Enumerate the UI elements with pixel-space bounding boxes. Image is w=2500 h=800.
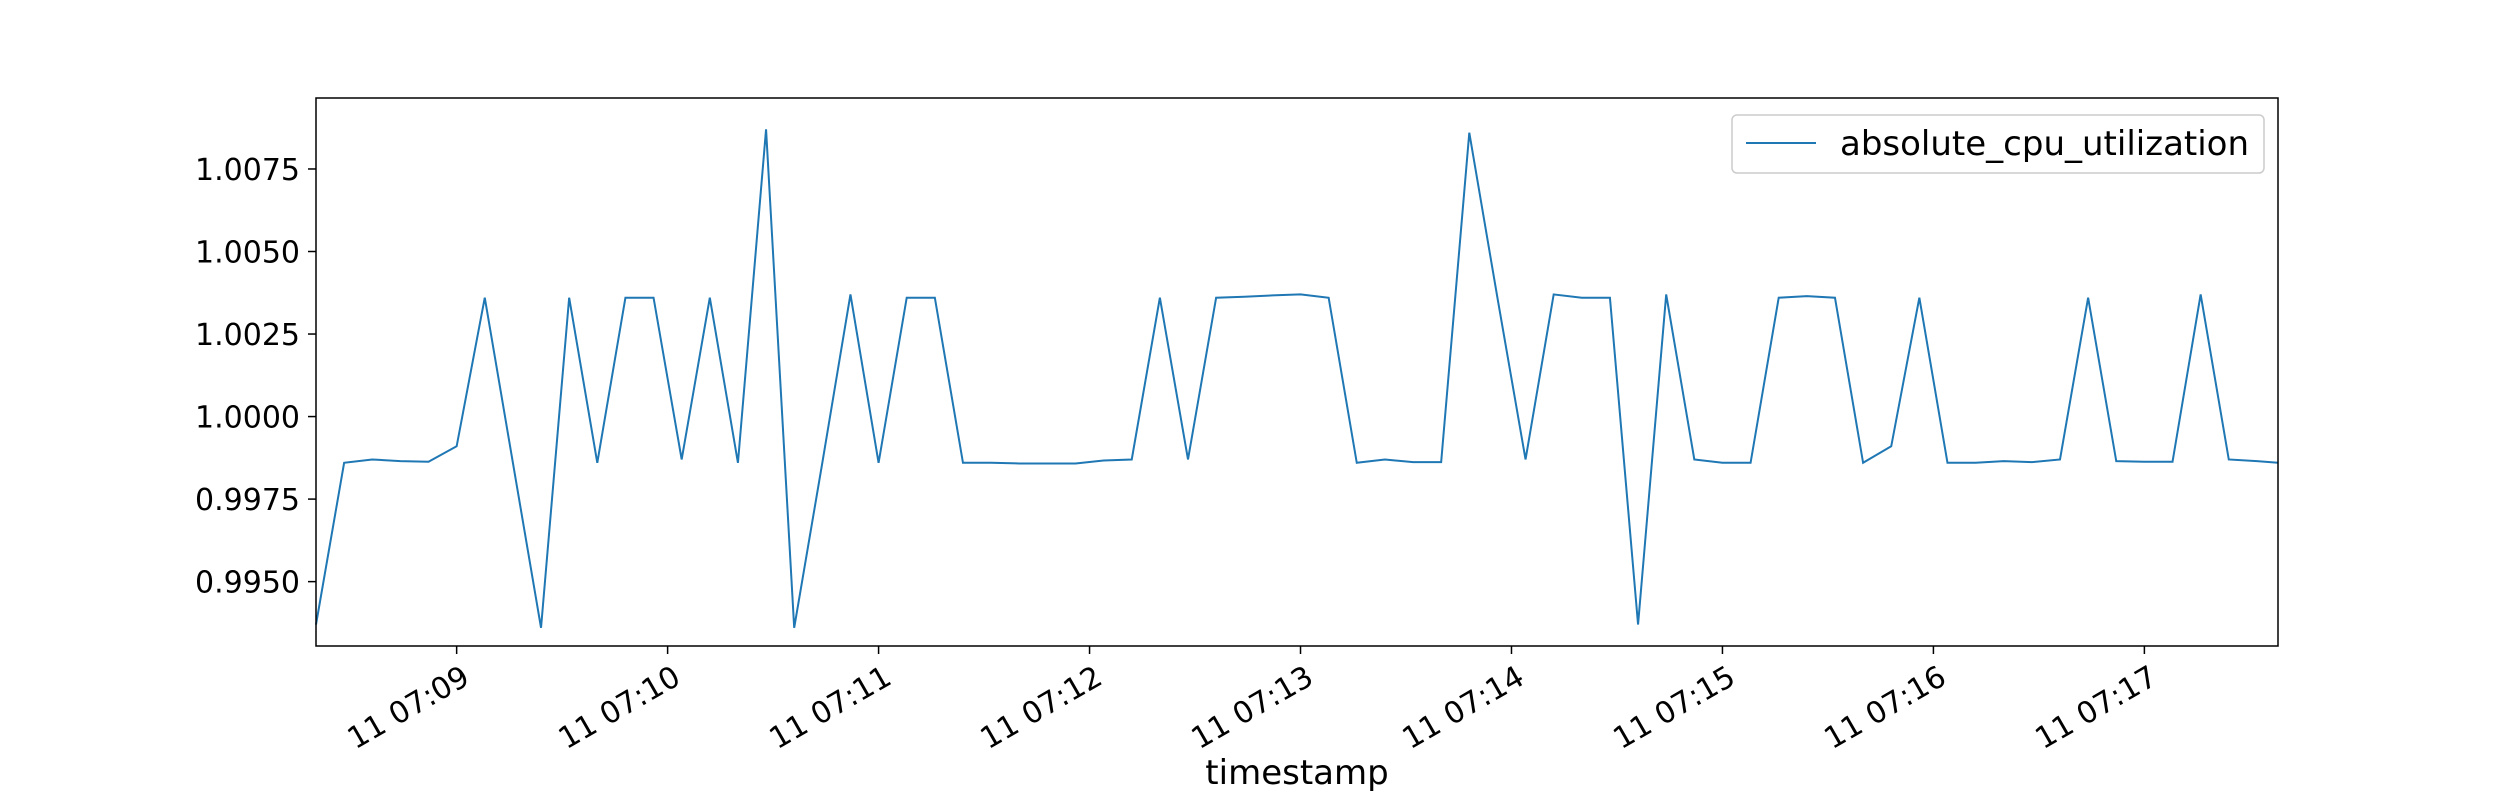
x-tick-label: 11 07:12 xyxy=(975,659,1109,756)
series-line-absolute_cpu_utilization xyxy=(315,129,2279,629)
y-tick-label: 0.9975 xyxy=(195,483,300,518)
legend: absolute_cpu_utilization xyxy=(1731,114,2265,174)
legend-box xyxy=(1731,114,2265,174)
plot-area-frame xyxy=(315,97,2279,647)
y-tick-label: 1.0025 xyxy=(195,318,300,353)
y-axis: 0.9950 0.9975 1.0000 1.0025 1.0050 1.0075 xyxy=(195,153,316,601)
x-axis: 11 07:09 11 07:10 11 07:11 11 07:12 11 07:13… xyxy=(342,646,2163,757)
y-tick-label: 1.0050 xyxy=(195,236,300,271)
x-tick-label: 11 07:11 xyxy=(764,659,898,756)
series-layer xyxy=(315,129,2279,629)
x-tick-label: 11 07:14 xyxy=(1397,659,1531,756)
y-tick-label: 0.9950 xyxy=(195,566,300,601)
x-axis-title: timestamp xyxy=(1205,753,1388,793)
x-tick-label: 11 07:09 xyxy=(342,659,476,756)
y-tick-label: 1.0000 xyxy=(195,401,300,436)
y-tick-label: 1.0075 xyxy=(195,153,300,188)
x-tick-label: 11 07:16 xyxy=(1819,659,1953,756)
x-tick-label: 11 07:10 xyxy=(553,659,687,756)
x-tick-label: 11 07:17 xyxy=(2029,659,2163,756)
x-tick-label: 11 07:15 xyxy=(1608,659,1742,756)
x-tick-label: 11 07:13 xyxy=(1186,659,1320,756)
legend-label: absolute_cpu_utilization xyxy=(1840,124,2249,164)
